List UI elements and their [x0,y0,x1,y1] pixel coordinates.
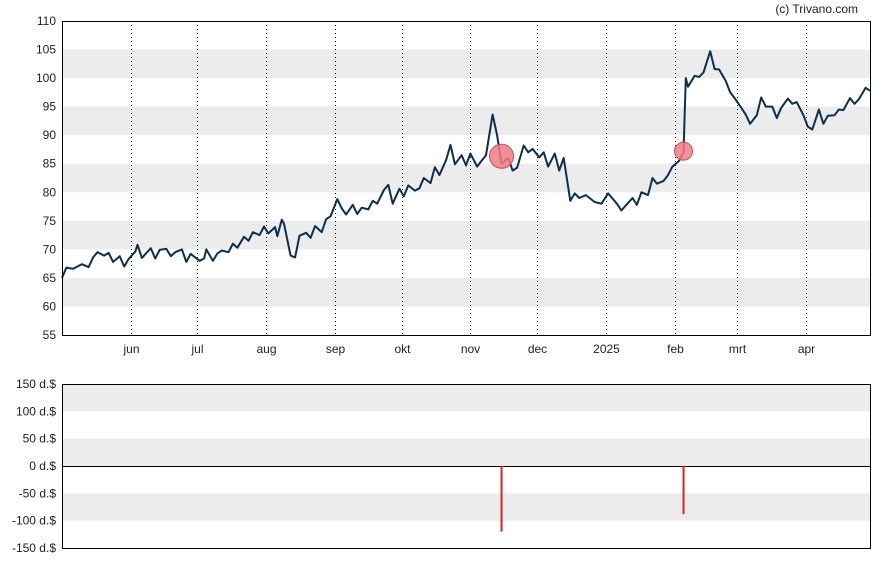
flow-band [62,384,870,412]
price-markers [489,141,694,169]
price-bands [62,49,870,307]
x-tick-label: jul [190,342,203,356]
flow-y-tick-label: -100 d.$ [12,514,56,528]
price-line-group [61,50,871,279]
x-tick-label: sep [326,342,346,356]
flow-band [62,438,870,466]
x-tick-label: dec [528,342,547,356]
flow-y-tick-label: 100 d.$ [16,404,56,418]
y-tick-label: 105 [36,43,56,57]
x-tick-label: apr [798,342,815,356]
trade-marker [674,141,694,161]
flow-bands [62,384,870,521]
flow-y-tick-label: -150 d.$ [12,541,56,555]
x-tick-label: jun [122,342,139,356]
price-line [61,50,871,279]
y-tick-label: 90 [43,128,57,142]
flow-y-tick-label: 0 d.$ [29,459,56,473]
price-y-axis: 110 105 100 95 90 85 80 75 70 65 60 55 [36,14,56,342]
flow-y-axis: 150 d.$ 100 d.$ 50 d.$ 0 d.$ -50 d.$ -100 d.$… [12,377,56,555]
flow-bars [500,466,685,532]
flow-y-tick-label: 50 d.$ [23,432,57,446]
flow-panel-frame [62,384,871,549]
x-tick-label: okt [394,342,411,356]
y-tick-label: 85 [43,157,57,171]
price-band [62,277,870,307]
y-tick-label: 65 [43,271,57,285]
x-tick-label: 2025 [593,342,620,356]
y-tick-label: 55 [43,328,57,342]
price-band [62,220,870,250]
price-x-axis: jun jul aug sep okt nov dec 2025 feb mrt apr [122,342,815,356]
y-tick-label: 75 [43,214,57,228]
flow-y-tick-label: -50 d.$ [19,486,57,500]
y-tick-label: 70 [43,242,57,256]
price-band [62,163,870,193]
y-tick-label: 100 [36,71,56,85]
flow-panel: 150 d.$ 100 d.$ 50 d.$ 0 d.$ -50 d.$ -100 d.$… [12,377,871,555]
x-tick-label: aug [256,342,276,356]
credit-text: (c) Trivano.com [775,2,858,16]
flow-y-tick-label: 150 d.$ [16,377,56,391]
price-band [62,106,870,136]
price-month-gridlines [131,21,807,335]
price-panel-frame [62,21,871,336]
price-panel: 110 105 100 95 90 85 80 75 70 65 60 55 jun jul aug sep… [36,14,871,356]
y-tick-label: 95 [43,100,57,114]
y-tick-label: 80 [43,185,57,199]
trade-marker [489,143,515,169]
y-tick-label: 110 [37,14,56,28]
flow-band [62,493,870,521]
x-tick-label: feb [667,342,684,356]
x-tick-label: mrt [729,342,747,356]
x-tick-label: nov [461,342,480,356]
y-tick-label: 60 [43,299,57,313]
price-band [62,49,870,79]
